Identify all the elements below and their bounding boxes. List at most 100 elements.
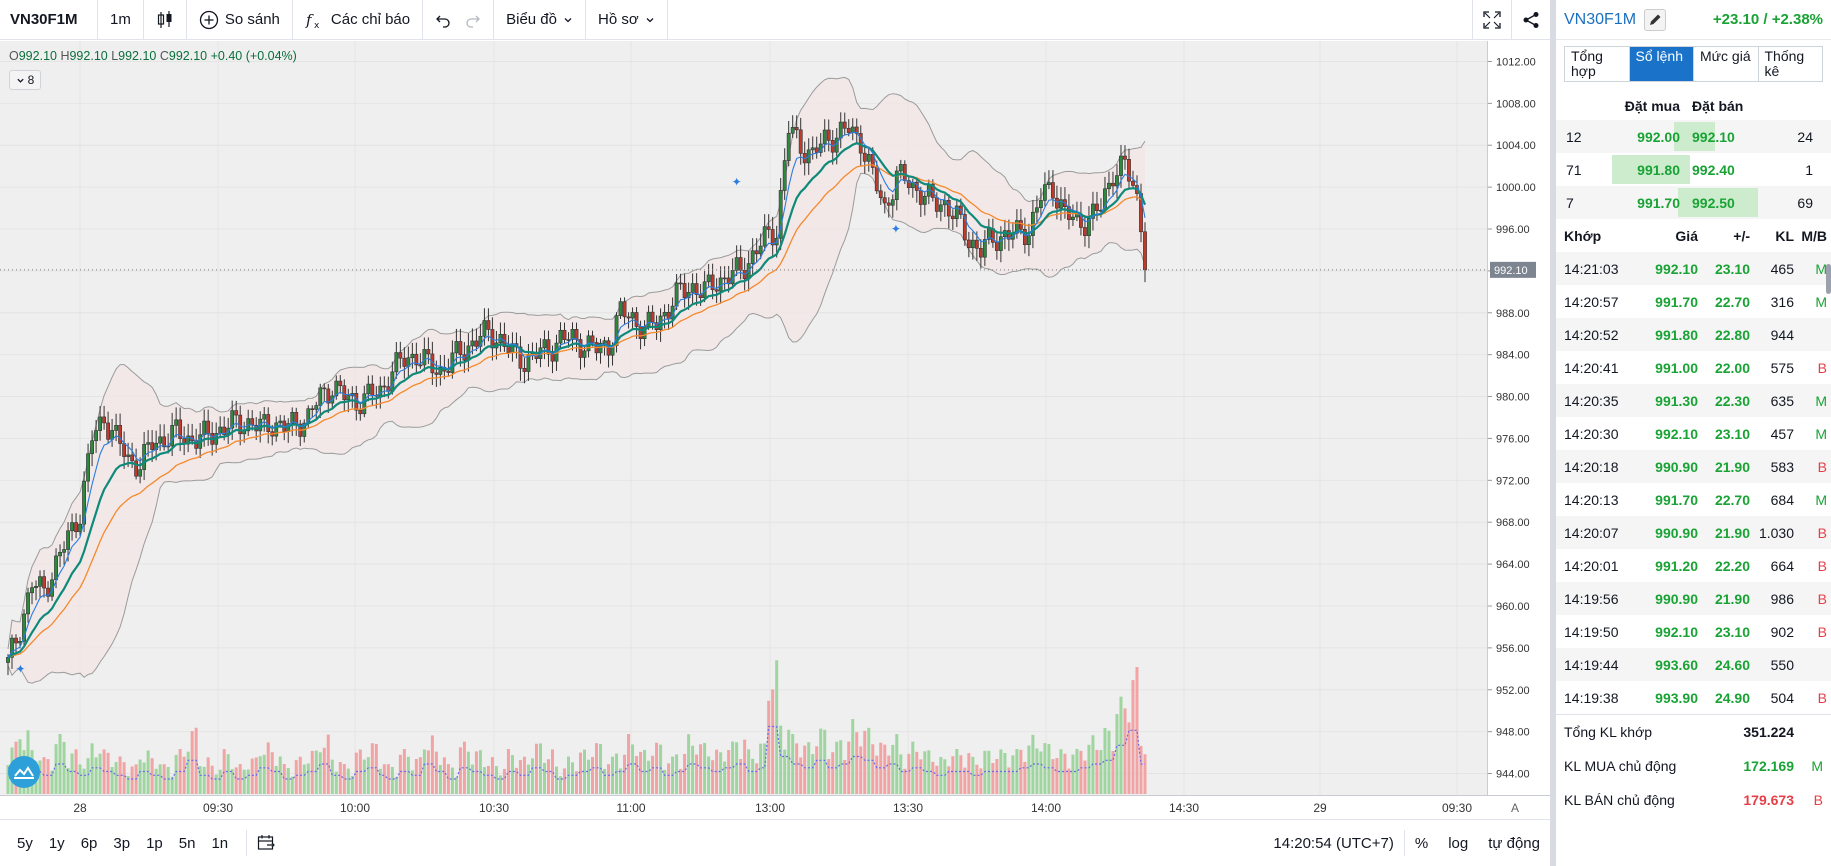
volume-bar (494, 766, 498, 794)
candle-body (798, 129, 803, 154)
volume-ma-line (8, 725, 1145, 780)
volume-bar (66, 768, 70, 794)
log-scale-toggle[interactable]: log (1448, 834, 1469, 852)
range-1n[interactable]: 1n (211, 834, 229, 852)
orderbook-row[interactable]: 7 991.70 992.50 69 (1556, 186, 1831, 219)
calendar-range-icon[interactable] (257, 834, 275, 852)
volume-bar (514, 767, 518, 794)
trade-row[interactable]: 14:20:52 991.80 22.80 944 (1556, 318, 1831, 351)
volume-bar (751, 758, 755, 794)
orderbook-row[interactable]: 12 992.00 992.10 24 (1556, 120, 1831, 153)
indicator-collapse-button[interactable]: 8 (9, 70, 41, 90)
side-symbol[interactable]: VN30F1M (1564, 10, 1637, 28)
trades-list[interactable]: 14:21:03 992.10 23.10 465 M 14:20:57 991.70 22.… (1556, 252, 1831, 714)
trade-row[interactable]: 14:20:13 991.70 22.70 684 M (1556, 483, 1831, 516)
signal-marker: ✦ (891, 222, 901, 236)
symbol-search-button[interactable]: VN30F1M (0, 0, 98, 40)
candle-body (762, 226, 767, 247)
auto-fit-button[interactable]: A (1511, 801, 1519, 815)
trade-row[interactable]: 14:21:03 992.10 23.10 465 M (1556, 252, 1831, 285)
trade-row[interactable]: 14:19:38 993.90 24.90 504 B (1556, 681, 1831, 714)
range-3p[interactable]: 3p (113, 834, 131, 852)
trade-row[interactable]: 14:20:41 991.00 22.00 575 B (1556, 351, 1831, 384)
tab-so-lenh[interactable]: Sổ lệnh (1629, 47, 1694, 81)
candle-body (410, 353, 415, 359)
volume-bar (1011, 755, 1015, 794)
redo-icon[interactable] (465, 12, 481, 28)
price-plot-area[interactable]: ✦ ✦ ✦ (0, 41, 1487, 795)
trade-row[interactable]: 14:20:30 992.10 23.10 457 M (1556, 417, 1831, 450)
volume-bar (366, 757, 370, 794)
percent-scale-toggle[interactable]: % (1414, 834, 1429, 852)
interval-button[interactable]: 1m (98, 0, 144, 40)
orderbook-row[interactable]: 71 991.80 992.40 1 (1556, 153, 1831, 186)
volume-bar (875, 755, 879, 794)
volume-bar (867, 727, 871, 794)
time-axis[interactable]: 28 09:30 10:00 10:30 11:00 13:00 13:30 14:00 14:… (0, 795, 1550, 819)
volume-bar (130, 766, 134, 794)
share-button[interactable] (1511, 0, 1550, 40)
trade-price: 991.30 (1655, 392, 1698, 409)
orderbook-header: Đặt mua Đặt bán (1556, 92, 1831, 120)
candle-body (998, 236, 1003, 251)
volume-bar (110, 767, 114, 794)
range-5y[interactable]: 5y (17, 834, 33, 852)
trade-row[interactable]: 14:20:35 991.30 22.30 635 M (1556, 384, 1831, 417)
range-1y[interactable]: 1y (48, 834, 65, 852)
undo-icon[interactable] (435, 12, 451, 28)
compare-button[interactable]: So sánh (187, 0, 293, 40)
clock-display[interactable]: 14:20:54 (UTC+7) (1273, 834, 1394, 852)
trade-time: 14:19:50 (1564, 623, 1619, 640)
range-5n[interactable]: 5n (178, 834, 196, 852)
candle-style-button[interactable] (144, 0, 187, 40)
volume-bar (322, 747, 326, 794)
svg-text:x: x (314, 21, 320, 30)
trade-row[interactable]: 14:20:01 991.20 22.20 664 B (1556, 549, 1831, 582)
volume-bar (1027, 745, 1031, 794)
trade-row[interactable]: 14:19:44 993.60 24.60 550 (1556, 648, 1831, 681)
chart-type-dropdown[interactable]: Biểu đồ (494, 0, 586, 40)
divider (1403, 830, 1405, 856)
volume-bar (803, 745, 807, 794)
edit-symbol-button[interactable] (1644, 8, 1667, 31)
volume-bar (615, 753, 619, 794)
trade-side: M (1815, 260, 1827, 277)
candle-body (754, 250, 759, 255)
profile-dropdown[interactable]: Hồ sơ (586, 0, 668, 40)
tab-tong-hop[interactable]: Tổng hợp (1565, 47, 1630, 81)
ask-volume-bar (1686, 122, 1715, 151)
trade-row[interactable]: 14:19:50 992.10 23.10 902 B (1556, 615, 1831, 648)
trade-row[interactable]: 14:20:57 991.70 22.70 316 M (1556, 285, 1831, 318)
trade-row[interactable]: 14:19:56 990.90 21.90 986 B (1556, 582, 1831, 615)
trade-row[interactable]: 14:20:18 990.90 21.90 583 B (1556, 450, 1831, 483)
trade-time: 14:20:07 (1564, 524, 1619, 541)
bid-volume-bar (1673, 122, 1686, 151)
volume-bar (250, 758, 254, 794)
volume-bar (430, 735, 434, 794)
price-axis[interactable]: 1012.001008.001004.001000.00996.00992.00… (1487, 41, 1550, 795)
trades-scrollbar[interactable] (1826, 264, 1831, 294)
volume-bar (486, 765, 490, 794)
trade-row[interactable]: 14:20:07 990.90 21.90 1.030 B (1556, 516, 1831, 549)
volume-bar (951, 756, 955, 794)
tab-muc-gia[interactable]: Mức giá (1694, 47, 1759, 81)
candle-body (178, 419, 183, 439)
auto-scale-toggle[interactable]: tự động (1488, 834, 1540, 852)
fullscreen-button[interactable] (1472, 0, 1511, 40)
volume-bar (763, 743, 767, 794)
range-6p[interactable]: 6p (80, 834, 98, 852)
candle-body (1095, 203, 1099, 211)
range-1p[interactable]: 1p (146, 834, 163, 852)
candle-body (250, 418, 255, 426)
trade-price: 991.20 (1655, 557, 1698, 574)
volume-bar (851, 719, 855, 794)
summary-buy-row: KL MUA chủ động 172.169 M (1556, 749, 1831, 783)
candle-body (414, 353, 419, 366)
plus-circle-icon (199, 10, 218, 29)
volume-bar (1055, 758, 1059, 794)
candle-body (1043, 184, 1047, 201)
tab-thong-ke[interactable]: Thống kê (1764, 48, 1805, 79)
